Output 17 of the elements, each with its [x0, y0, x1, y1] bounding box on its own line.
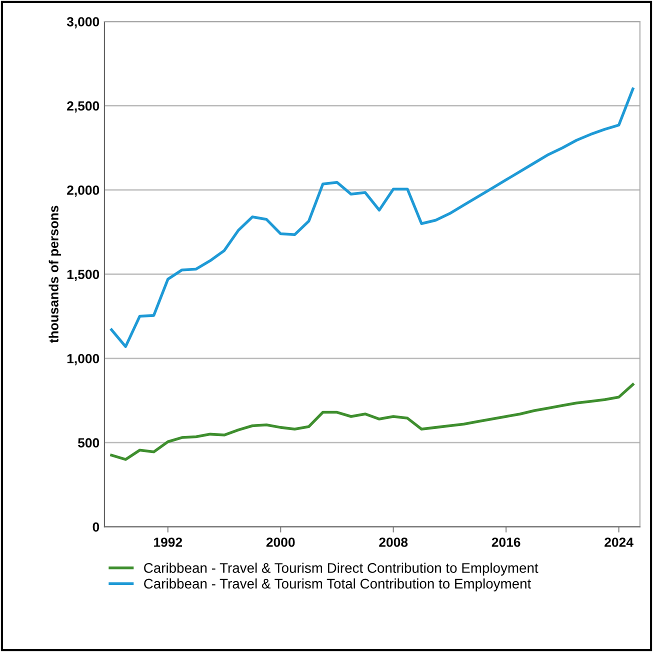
line-series	[110, 88, 634, 348]
y-tick-label: 0	[92, 522, 100, 532]
x-tick-label: 2000	[266, 538, 295, 547]
y-tick-label: 2,500	[67, 101, 100, 113]
x-tick-label: 2024	[604, 538, 634, 547]
line-series	[110, 383, 634, 461]
y-tick-label: 2,000	[67, 186, 100, 197]
y-tick-label: 1,000	[67, 354, 100, 366]
x-tick-label: 2008	[379, 538, 408, 547]
y-tick-label: 500	[78, 438, 100, 448]
y-tick-label: 3,000	[66, 17, 100, 28]
legend-label: Caribbean - Travel & Tourism Direct Contribution to Employment	[144, 562, 538, 576]
x-tick-label: 1992	[154, 538, 182, 547]
legend-label: Caribbean - Travel & Tourism Total Contribution to Employment	[144, 578, 532, 592]
x-tick-label: 2016	[492, 538, 520, 547]
y-axis-title: thousands of persons	[48, 206, 62, 343]
y-tick-label: 1,500	[67, 270, 100, 281]
